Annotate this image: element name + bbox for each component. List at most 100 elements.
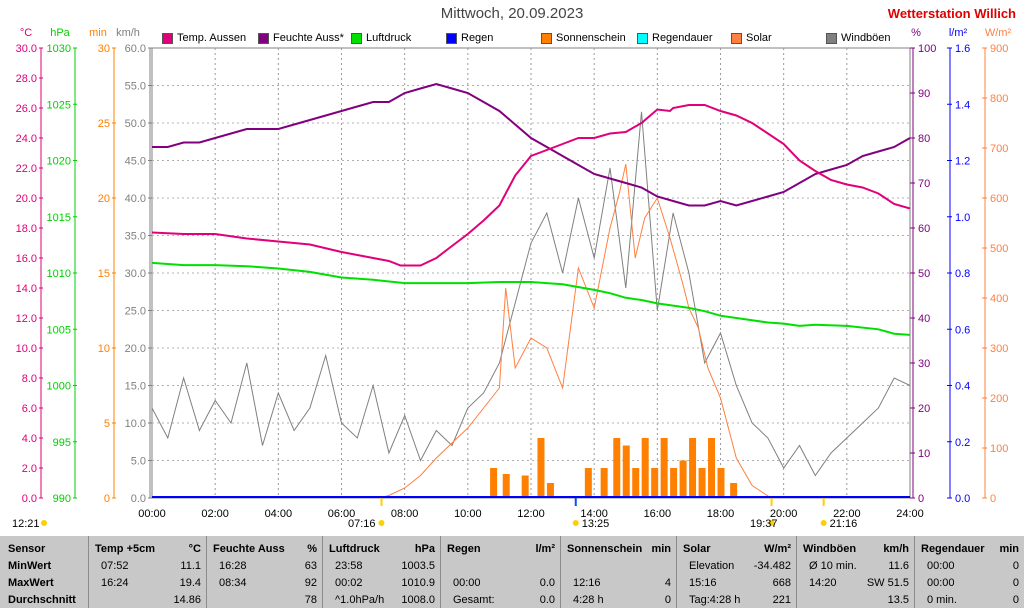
- pressure-tick-label: 1020: [47, 156, 71, 168]
- series-luftdruck: [151, 261, 911, 336]
- cell-time: Tag:4:28 h: [689, 594, 741, 606]
- wind-tick-label: 50.0: [125, 118, 146, 130]
- cell-value: 1003.5: [401, 560, 435, 572]
- civil-dawn-sun-icon: [41, 520, 47, 526]
- sunshine-tick-label: 30: [98, 43, 110, 55]
- sunshine-bar: [521, 475, 529, 498]
- wind-tick-label: 45.0: [125, 156, 146, 168]
- wind-tick-label: 20.0: [125, 343, 146, 355]
- wind-tick-label: 5.0: [131, 456, 146, 468]
- row-label-min: MinWert: [8, 560, 52, 572]
- wind-tick-label: 30.0: [125, 268, 146, 280]
- civil_dusk-time-label: 21:16: [830, 518, 858, 530]
- cell-value: 78: [304, 594, 317, 606]
- x-tick-label: 20:00: [770, 508, 798, 520]
- x-tick-label: 02:00: [201, 508, 229, 520]
- station-brand: Wetterstation Willich: [887, 6, 1016, 21]
- column-unit: km/h: [883, 543, 909, 555]
- wind-tick-label: 0.0: [131, 493, 146, 505]
- temp-tick-label: 30.0: [16, 43, 37, 55]
- cell-value: 19.4: [179, 577, 201, 589]
- cell-time: 08:34: [219, 577, 247, 589]
- cell-value: 11.6: [888, 560, 909, 572]
- humidity-tick-label: 80: [918, 133, 930, 145]
- cell-time: 12:16: [573, 577, 601, 589]
- cell-value: 0.0: [539, 594, 555, 606]
- x-tick-label: 12:00: [517, 508, 545, 520]
- column-unit: W/m²: [764, 543, 791, 555]
- sunshine-bar: [689, 438, 697, 498]
- cell-time: 0 min.: [927, 594, 957, 606]
- x-tick-label: 08:00: [391, 508, 419, 520]
- sunshine-tick-label: 15: [98, 268, 110, 280]
- pressure-tick-label: 995: [53, 437, 71, 449]
- column-title: Regen: [447, 543, 481, 555]
- cell-value: 14.86: [173, 594, 201, 606]
- cell-value: -34.482: [753, 560, 791, 572]
- wind-tick-label: 55.0: [125, 81, 146, 93]
- wind-tick-label: 35.0: [125, 231, 146, 243]
- cell-value: 92: [304, 577, 317, 589]
- temp-tick-label: 18.0: [16, 223, 37, 235]
- humidity-tick-label: 0: [918, 493, 924, 505]
- stats-column: Regendauer min 00:00 0 00:00 0 0 min. 0: [914, 536, 1024, 608]
- noon-time-label: 13:25: [582, 518, 610, 530]
- cell-time: 00:00: [927, 560, 955, 572]
- x-tick-label: 06:00: [328, 508, 356, 520]
- solar-unit-label: W/m²: [985, 27, 1012, 39]
- temp-tick-label: 26.0: [16, 103, 37, 115]
- row-label-sensor: Sensor: [8, 543, 46, 555]
- cell-value: 63: [304, 560, 317, 572]
- solar-tick-label: 500: [990, 243, 1008, 255]
- cell-value: 0: [1012, 594, 1019, 606]
- legend-label: Luftdruck: [366, 32, 412, 44]
- cell-time: Elevation: [689, 560, 735, 572]
- column-unit: %: [307, 543, 317, 555]
- pressure-tick-label: 1015: [47, 212, 71, 224]
- series-temp-aussen: [151, 104, 911, 267]
- temp-tick-label: 24.0: [16, 133, 37, 145]
- rain-tick-label: 0.6: [955, 324, 970, 336]
- solar-tick-label: 300: [990, 343, 1008, 355]
- humidity-tick-label: 20: [918, 403, 930, 415]
- humidity-tick-label: 10: [918, 448, 930, 460]
- rain-tick-label: 0.0: [955, 493, 970, 505]
- legend-swatch: [826, 32, 837, 44]
- sunshine-tick-label: 5: [104, 418, 110, 430]
- legend-item: Windböen: [826, 30, 891, 46]
- sunshine-bar: [717, 468, 725, 498]
- pressure-tick-label: 1030: [47, 43, 71, 55]
- x-tick-label: 18:00: [707, 508, 735, 520]
- humidity-unit-label: %: [911, 27, 921, 39]
- legend-item: Luftdruck: [351, 30, 411, 46]
- stats-column: Luftdruck hPa 23:58 1003.5 00:02 1010.9 ^1.0hP…: [322, 536, 441, 608]
- stats-table: Sensor MinWert MaxWert Durchschnitt Temp…: [0, 536, 1024, 608]
- wind-unit-label: km/h: [116, 27, 140, 39]
- sunshine-bar: [600, 468, 608, 498]
- cell-time: ^1.0hPa/h: [335, 594, 385, 606]
- stats-column: Sonnenschein min 12:16 4 4:28 h 0: [560, 536, 677, 608]
- cell-value: 0: [1012, 560, 1019, 572]
- x-tick-label: 00:00: [138, 508, 166, 520]
- cell-value: SW 51.5: [866, 577, 909, 589]
- legend-item: Regen: [446, 30, 493, 46]
- column-unit: °C: [188, 543, 201, 555]
- sunshine-bar: [632, 468, 640, 498]
- row-label-max: MaxWert: [8, 577, 54, 589]
- wind-tick-label: 15.0: [125, 381, 146, 393]
- cell-value: 1010.9: [401, 577, 435, 589]
- wind-tick-label: 40.0: [125, 193, 146, 205]
- cell-time: 07:52: [101, 560, 129, 572]
- civil-dawn-time-label: 12:21: [12, 518, 40, 530]
- humidity-tick-label: 50: [918, 268, 930, 280]
- stats-column: Regen l/m² 00:00 0.0 Gesamt: 0.0: [440, 536, 561, 608]
- rain-unit-label: l/m²: [949, 27, 968, 39]
- stats-column: Solar W/m² Elevation -34.482 15:16 668 Tag:4:2…: [676, 536, 797, 608]
- sunshine-bar: [660, 438, 668, 498]
- cell-value: 11.1: [180, 560, 201, 572]
- legend-swatch: [637, 32, 648, 44]
- rain-tick-label: 0.2: [955, 437, 970, 449]
- cell-time: 00:02: [335, 577, 363, 589]
- column-title: Solar: [683, 543, 711, 555]
- solar-tick-label: 200: [990, 393, 1008, 405]
